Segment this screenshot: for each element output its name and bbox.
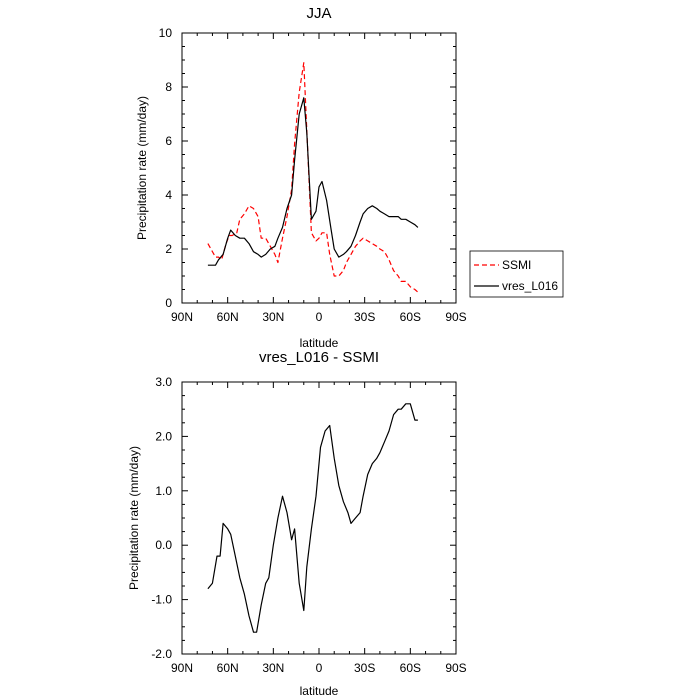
- panel1-x-tick-label: 90S: [445, 310, 466, 324]
- panel1-x-axis-label: latitude: [300, 336, 339, 350]
- panel1-x-tick-label: 60N: [217, 310, 239, 324]
- panel2-y-tick-label: 1.0: [155, 484, 172, 498]
- panel1-title: JJA: [306, 5, 331, 22]
- panel2-y-tick-label: -1.0: [151, 593, 172, 607]
- legend-box: [469, 250, 564, 298]
- panel1-x-tick-label: 60S: [400, 310, 421, 324]
- panel2-x-tick-label: 30N: [262, 661, 284, 675]
- panel1-y-tick-label: 0: [165, 296, 172, 310]
- panel1-x-tick-label: 90N: [171, 310, 193, 324]
- panel2-series: [207, 403, 418, 633]
- panel2-series-line-difference: [207, 403, 418, 633]
- difference-panel: vres_L016 - SSMI 90N 60N 30N 0 30S 60S 90S -2.0…: [127, 349, 467, 698]
- panel1-series-line-vres-l016: [207, 97, 419, 266]
- panel1-plot-frame: [181, 32, 457, 304]
- panel2-plot-frame: [181, 381, 457, 655]
- panel2-title: vres_L016 - SSMI: [259, 349, 379, 366]
- panel2-x-tick-label: 0: [316, 661, 323, 675]
- legend: SSMI vres_L016: [469, 250, 564, 298]
- panel1-x-tick-label: 30S: [354, 310, 375, 324]
- panel2-x-axis-label: latitude: [300, 684, 339, 698]
- panel2-y-tick-label: 0.0: [155, 538, 172, 552]
- panel1-y-tick-label: 2: [165, 242, 172, 256]
- panel1-y-tick-label: 10: [159, 26, 173, 40]
- panel2-x-tick-label: 60N: [217, 661, 239, 675]
- panel1-series: [207, 62, 419, 293]
- panel1-x-tick-label: 0: [316, 310, 323, 324]
- panel1-y-tick-label: 8: [165, 80, 172, 94]
- panel2-y-axis-label: Precipitation rate (mm/day): [127, 446, 141, 590]
- panel1-y-tick-label: 4: [165, 188, 172, 202]
- panel2-x-tick-label: 30S: [354, 661, 375, 675]
- legend-ssmi-label: SSMI: [502, 258, 531, 272]
- panel2-x-tick-label: 90S: [445, 661, 466, 675]
- panel2-y-tick-label: 2.0: [155, 429, 172, 443]
- panel1-y-axis-label: Precipitation rate (mm/day): [135, 96, 149, 240]
- legend-vres-label: vres_L016: [502, 279, 558, 293]
- panel2-y-tick-label: 3.0: [155, 375, 172, 389]
- panel1-series-line-ssmi: [207, 62, 419, 293]
- panel2-y-tick-label: -2.0: [151, 647, 172, 661]
- panel1-ticks: 90N 60N 30N 0 30S 60S 90S 0 2 4 6 8 10: [159, 26, 467, 324]
- panel1-y-tick-label: 6: [165, 134, 172, 148]
- panel1-x-tick-label: 30N: [262, 310, 284, 324]
- panel2-ticks: 90N 60N 30N 0 30S 60S 90S -2.0 -1.0 0.0 1.0 2.0 3.0: [151, 375, 466, 675]
- panel2-x-tick-label: 90N: [171, 661, 193, 675]
- panel2-x-tick-label: 60S: [400, 661, 421, 675]
